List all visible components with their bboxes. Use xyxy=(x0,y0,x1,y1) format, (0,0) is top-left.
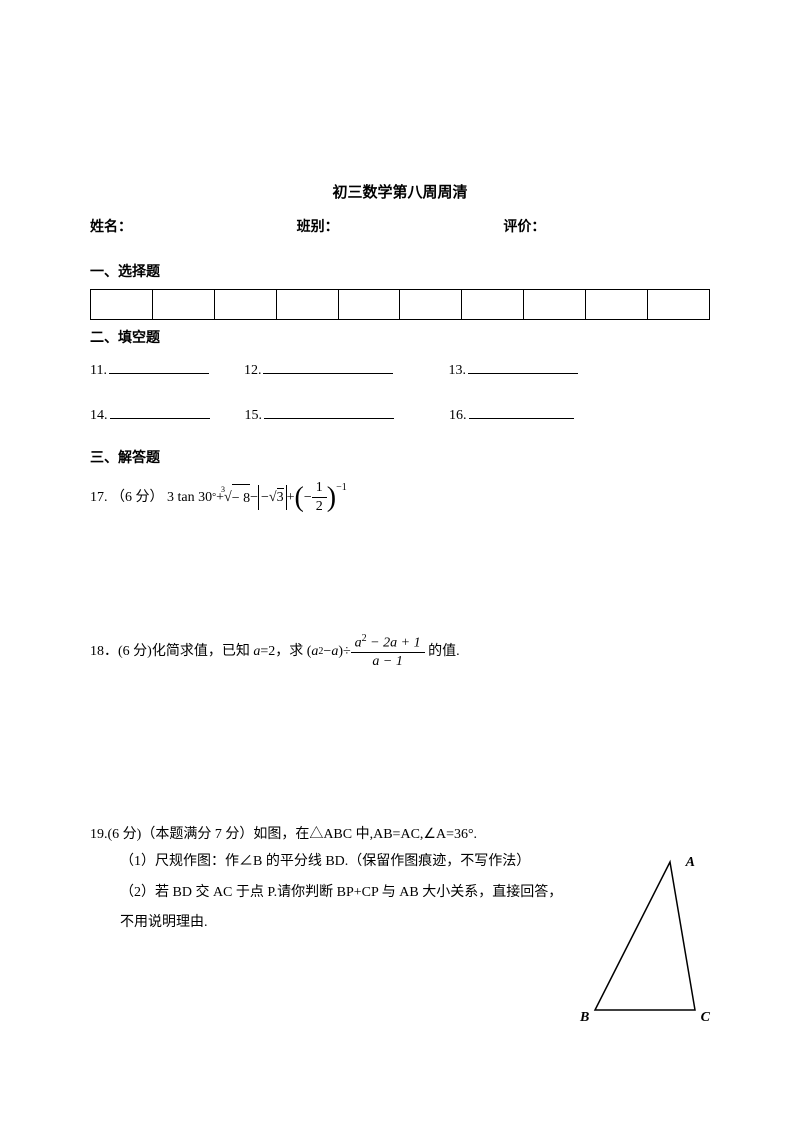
triangle-shape xyxy=(595,862,695,1010)
blank-13: 13. xyxy=(448,356,578,383)
frac-top-rest: − 2a + 1 xyxy=(367,635,421,650)
q19-line1: 19.(6 分)（本题满分 7 分）如图，在△ABC 中,AB=AC,∠A=36… xyxy=(90,822,710,847)
class-label: 班别： xyxy=(297,215,504,240)
expr-text: − xyxy=(250,485,258,510)
question-17: 17. （6 分） 3 tan 30° + 3√− 8 − −√3 + ( − … xyxy=(90,479,710,516)
blank-16: 16. xyxy=(449,401,574,428)
section-1-header: 一、选择题 xyxy=(90,260,710,285)
page-title: 初三数学第八周周清 xyxy=(90,180,710,207)
blank-num: 15. xyxy=(245,403,263,428)
table-cell xyxy=(462,290,524,320)
fill-blanks-row-1: 11. 12. 13. xyxy=(90,356,710,383)
q19-line4: 不用说明理由. xyxy=(120,908,590,939)
blank-14: 14. xyxy=(90,401,210,428)
blank-12: 12. xyxy=(244,356,394,383)
fraction: a2 − 2a + 1 a − 1 xyxy=(351,632,425,672)
spacer xyxy=(210,401,245,428)
blank-num: 11. xyxy=(90,358,107,383)
sqrt-arg: 3 xyxy=(277,488,284,505)
blank-line xyxy=(264,401,394,419)
q19-line3: （2）若 BD 交 AC 于点 P.请你判断 BP+CP 与 AB 大小关系，直… xyxy=(120,878,590,909)
cbrt-arg: − 8 xyxy=(232,484,250,511)
q19-line2: （1）尺规作图：作∠B 的平分线 BD.（保留作图痕迹，不写作法） xyxy=(120,847,590,878)
vertex-label-c: C xyxy=(701,1005,710,1030)
q18-prefix: 18．(6 分)化简求值，已知 xyxy=(90,644,250,659)
answer-table xyxy=(90,289,710,320)
abs-value: −√3 xyxy=(258,485,287,510)
section-3-header: 三、解答题 xyxy=(90,446,710,471)
answer-space xyxy=(90,529,710,624)
triangle-svg xyxy=(580,850,710,1030)
blank-line xyxy=(110,401,210,419)
cube-root-icon: 3√ xyxy=(224,485,232,510)
var-a: a xyxy=(331,639,338,664)
blank-num: 16. xyxy=(449,403,467,428)
blank-line xyxy=(468,356,578,374)
frac-numerator: 1 xyxy=(312,479,327,498)
var-a: a xyxy=(311,639,318,664)
blank-11: 11. xyxy=(90,356,209,383)
frac-denominator: 2 xyxy=(312,498,327,516)
cbrt-index: 3 xyxy=(221,483,225,497)
table-cell xyxy=(91,290,153,320)
table-cell xyxy=(338,290,400,320)
blank-num: 14. xyxy=(90,403,108,428)
blank-15: 15. xyxy=(245,401,395,428)
table-cell xyxy=(524,290,586,320)
vertex-label-a: A xyxy=(686,850,695,875)
neg-sign: − xyxy=(304,485,312,510)
q18-eq: =2，求 xyxy=(260,644,303,659)
frac-denominator: a − 1 xyxy=(368,653,406,671)
blank-line xyxy=(469,401,574,419)
table-cell xyxy=(214,290,276,320)
minus: − xyxy=(323,639,331,664)
blank-line xyxy=(263,356,393,374)
divide: ÷ xyxy=(343,639,351,664)
neg-sign: − xyxy=(261,490,269,505)
fill-blanks-row-2: 14. 15. 16. xyxy=(90,401,710,428)
answer-space xyxy=(90,684,710,814)
q18-expression: (a2 − a) ÷ a2 − 2a + 1 a − 1 xyxy=(307,632,425,672)
section-2-header: 二、填空题 xyxy=(90,326,710,351)
q17-prefix: 17. （6 分） xyxy=(90,490,164,505)
triangle-diagram: A B C xyxy=(580,850,710,1030)
spacer xyxy=(394,401,449,428)
vertex-label-b: B xyxy=(580,1005,589,1030)
q18-suffix: 的值. xyxy=(428,644,460,659)
var-a: a xyxy=(355,635,362,650)
table-cell xyxy=(400,290,462,320)
frac-numerator: a2 − 2a + 1 xyxy=(351,632,425,654)
blank-line xyxy=(109,356,209,374)
table-cell xyxy=(648,290,710,320)
expr-text: 3 tan 30 xyxy=(167,485,212,510)
header-row: 姓名： 班别： 评价： xyxy=(90,215,710,240)
spacer xyxy=(393,356,448,383)
table-cell xyxy=(152,290,214,320)
blank-num: 13. xyxy=(448,358,466,383)
q17-expression: 3 tan 30° + 3√− 8 − −√3 + ( − 1 2 ) −1 xyxy=(167,479,347,516)
question-18: 18．(6 分)化简求值，已知 a =2，求 (a2 − a) ÷ a2 − 2a… xyxy=(90,632,710,672)
table-cell xyxy=(586,290,648,320)
grade-label: 评价： xyxy=(503,215,710,240)
exponent: −1 xyxy=(336,479,347,497)
table-cell xyxy=(276,290,338,320)
blank-num: 12. xyxy=(244,358,262,383)
spacer xyxy=(209,356,244,383)
expr-text: + xyxy=(287,485,295,510)
name-label: 姓名： xyxy=(90,215,297,240)
fraction: 1 2 xyxy=(312,479,327,516)
